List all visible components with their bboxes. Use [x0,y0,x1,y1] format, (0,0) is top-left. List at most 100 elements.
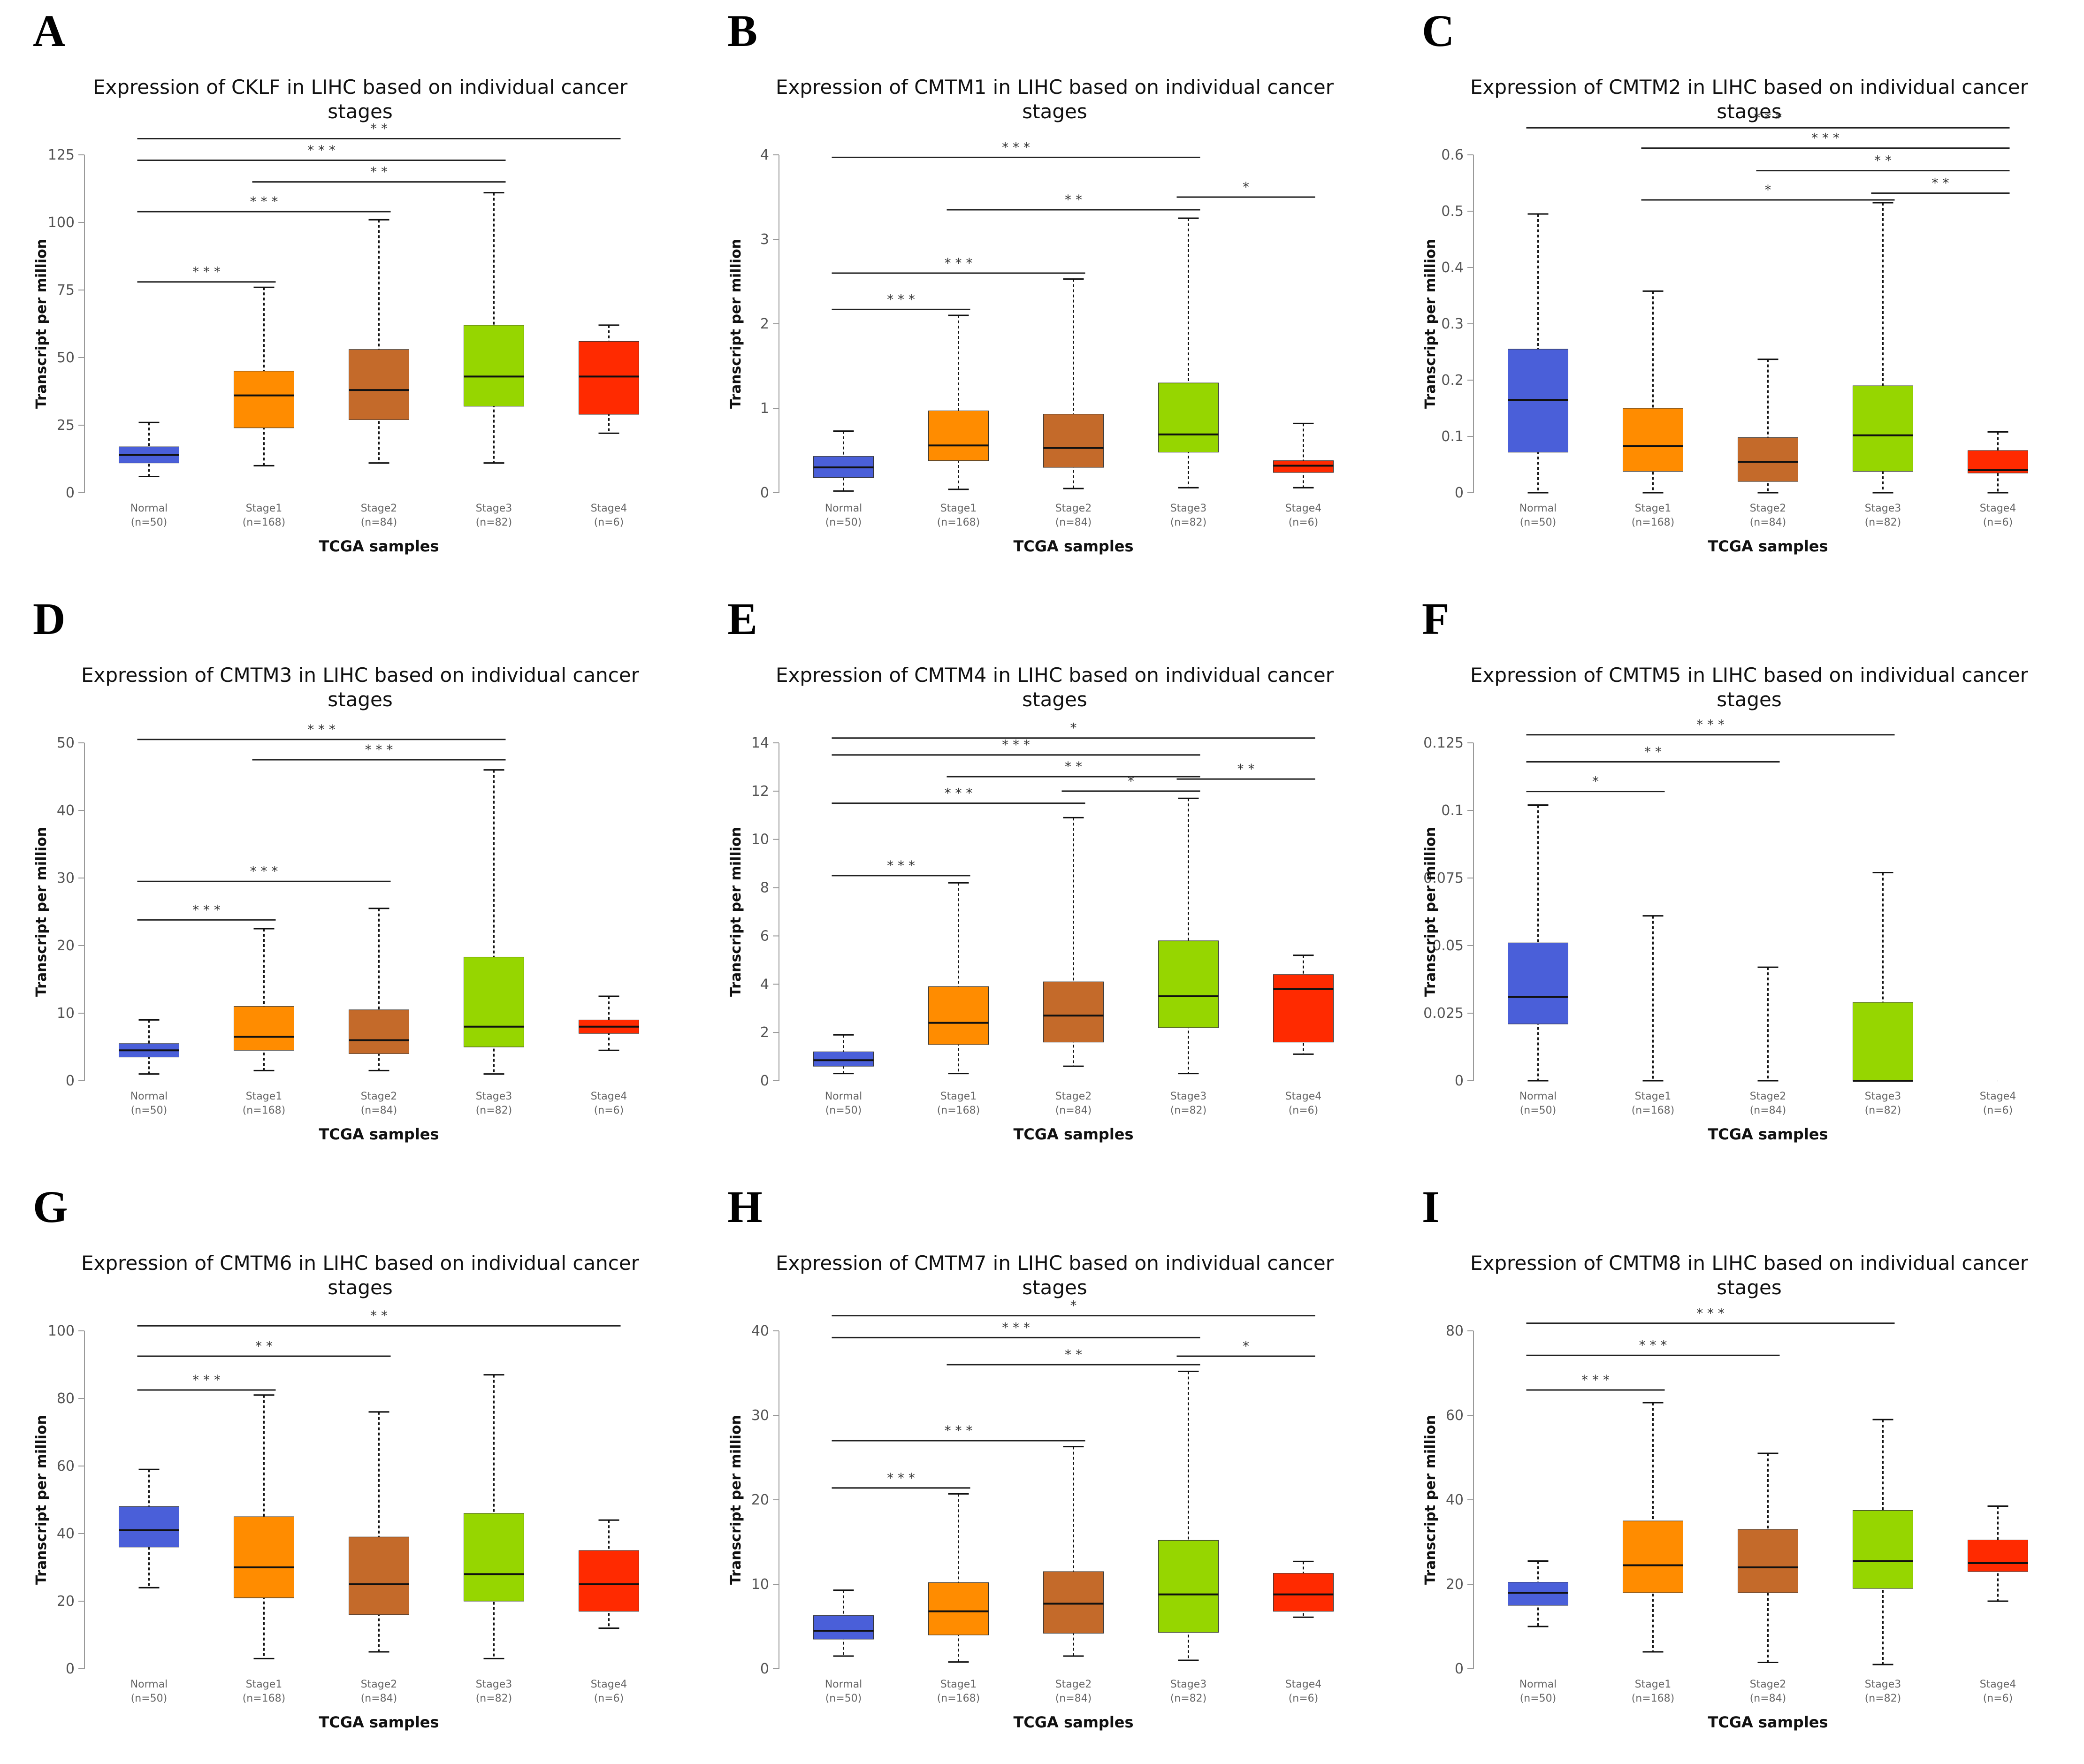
chart-title: stages [328,688,392,711]
x-tick-label: Stage3 [1865,1091,1901,1102]
box-stage1 [234,286,294,466]
y-tick-label: 0.1 [1441,802,1464,819]
iqr-box [1158,940,1219,1028]
box-stage1 [1642,915,1664,1082]
significance-stars: * [1592,774,1599,789]
x-tick-label: Stage4 [1980,1679,2016,1690]
box-stage1 [1623,290,1683,494]
x-tick-count: (n=84) [361,517,397,528]
x-tick-count: (n=50) [131,1105,168,1116]
x-tick-count: (n=6) [594,1693,624,1704]
x-axis-label: TCGA samples [1013,1713,1133,1731]
significance-stars: * * * [887,858,915,873]
significance-stars: * * [370,1308,388,1323]
y-tick-label: 50 [57,735,75,751]
box-normal [813,1034,874,1075]
chart-title: stages [328,100,392,123]
box-stage1 [234,928,294,1071]
box-stage2 [1738,1452,1798,1663]
iqr-box [1043,981,1104,1043]
y-tick-label: 100 [48,214,75,231]
x-tick-count: (n=168) [1632,1105,1675,1116]
box-plot: Expression of CMTM4 in LIHC based on ind… [728,664,1334,1143]
box-plot: Expression of CMTM8 in LIHC based on ind… [1422,1252,2029,1731]
y-tick-label: 30 [751,1407,769,1424]
box-stage2 [1757,966,1779,1082]
significance-stars: * * * [887,291,915,307]
x-tick-label: Stage3 [1170,1679,1207,1690]
box-stage1 [928,882,989,1075]
box-stage1 [1623,1402,1683,1653]
x-tick-count: (n=6) [1983,1693,2013,1704]
x-tick-count: (n=84) [361,1693,397,1704]
y-tick-label: 0.075 [1423,870,1464,886]
y-tick-label: 0.125 [1423,735,1464,751]
panel-letter: E [727,594,758,644]
y-tick-label: 125 [48,147,75,163]
y-tick-label: 14 [751,735,769,751]
box-normal [119,1468,179,1588]
x-tick-label: Stage1 [246,1091,282,1102]
chart-title: Expression of CMTM7 in LIHC based on ind… [776,1252,1334,1275]
x-tick-count: (n=82) [1865,1693,1901,1704]
chart-title: Expression of CMTM5 in LIHC based on ind… [1470,664,2029,687]
significance-stars: * * * [1002,1320,1030,1335]
box-plot: Expression of CMTM5 in LIHC based on ind… [1422,664,2029,1143]
chart-title: Expression of CMTM2 in LIHC based on ind… [1470,76,2029,99]
x-axis-label: TCGA samples [319,537,439,555]
box-normal [813,430,874,492]
chart-title: stages [1717,1276,1781,1299]
iqr-box [1508,942,1568,1024]
significance-stars: * * * [192,1372,221,1388]
iqr-box [1043,414,1104,468]
y-tick-label: 0 [760,1073,769,1089]
significance-stars: * * * [1811,130,1840,146]
x-tick-label: Stage4 [591,503,627,514]
y-tick-label: 4 [760,976,769,993]
panel-letter: F [1422,594,1450,644]
panel-letter: A [33,6,66,56]
iqr-box [1853,1002,1913,1081]
x-tick-count: (n=168) [937,1105,980,1116]
significance-stars: * * * [307,722,336,737]
x-tick-count: (n=50) [825,1105,862,1116]
significance-stars: * * * [1696,717,1725,733]
iqr-box [813,1051,874,1067]
significance-stars: * * * [192,902,221,917]
box-stage2 [1043,278,1104,489]
y-tick-label: 3 [760,231,769,248]
significance-stars: * * [1644,744,1662,759]
x-tick-label: Stage4 [1285,1679,1322,1690]
y-tick-label: 0.2 [1441,372,1464,389]
x-tick-count: (n=168) [243,1693,286,1704]
y-tick-label: 25 [57,417,75,434]
x-tick-count: (n=50) [825,517,862,528]
y-tick-label: 1 [760,400,769,417]
x-tick-count: (n=84) [1750,1693,1786,1704]
x-tick-count: (n=168) [243,1105,286,1116]
box-stage2 [1738,359,1798,494]
y-tick-label: 0.05 [1432,938,1464,954]
iqr-box [1273,974,1334,1043]
panel-letter: I [1422,1182,1440,1232]
y-tick-label: 4 [760,147,769,163]
box-stage1 [928,314,989,490]
y-tick-label: 80 [1446,1323,1464,1339]
iqr-box [1623,408,1683,472]
y-tick-label: 0 [1455,485,1464,501]
x-tick-count: (n=82) [1170,1693,1207,1704]
x-tick-count: (n=82) [1865,517,1901,528]
y-tick-label: 50 [57,350,75,366]
x-tick-label: Normal [130,503,168,514]
x-tick-label: Stage2 [1055,1091,1092,1102]
y-tick-label: 40 [751,1323,769,1339]
x-tick-count: (n=168) [1632,1693,1675,1704]
x-axis-label: TCGA samples [1013,1125,1133,1143]
iqr-box [1043,1571,1104,1634]
y-tick-label: 20 [57,1593,75,1610]
significance-stars: * * * [250,863,278,879]
box-stage4 [579,995,639,1051]
y-tick-label: 0 [760,485,769,501]
x-tick-count: (n=168) [937,1693,980,1704]
y-tick-label: 0 [760,1661,769,1677]
